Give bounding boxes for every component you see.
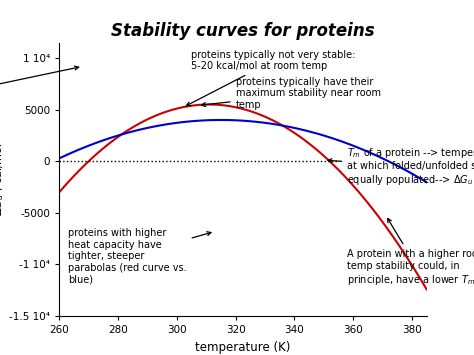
Y-axis label: $\Delta G_u$ , cal/mol: $\Delta G_u$ , cal/mol (0, 142, 7, 216)
Text: proteins typically not very stable:
5-20 kcal/mol at room temp: proteins typically not very stable: 5-20… (186, 50, 356, 106)
Text: A protein with a higher room
temp stability could, in
principle, have a lower $T: A protein with a higher room temp stabil… (347, 218, 474, 286)
Text: $T_m$ of a protein --> temperature
at which folded/unfolded states
equally popul: $T_m$ of a protein --> temperature at wh… (328, 146, 474, 187)
X-axis label: temperature (K): temperature (K) (195, 340, 291, 354)
Title: Stability curves for proteins: Stability curves for proteins (111, 22, 375, 40)
Text: proteins with higher
heat capacity have
tighter, steeper
parabolas (red curve vs: proteins with higher heat capacity have … (68, 228, 211, 285)
Text: $T_c$ --> cold denaturation temperature--
usually below freezing: $T_c$ --> cold denaturation temperature-… (0, 66, 79, 186)
Text: proteins typically have their
maximum stability near room
temp: proteins typically have their maximum st… (201, 77, 381, 110)
